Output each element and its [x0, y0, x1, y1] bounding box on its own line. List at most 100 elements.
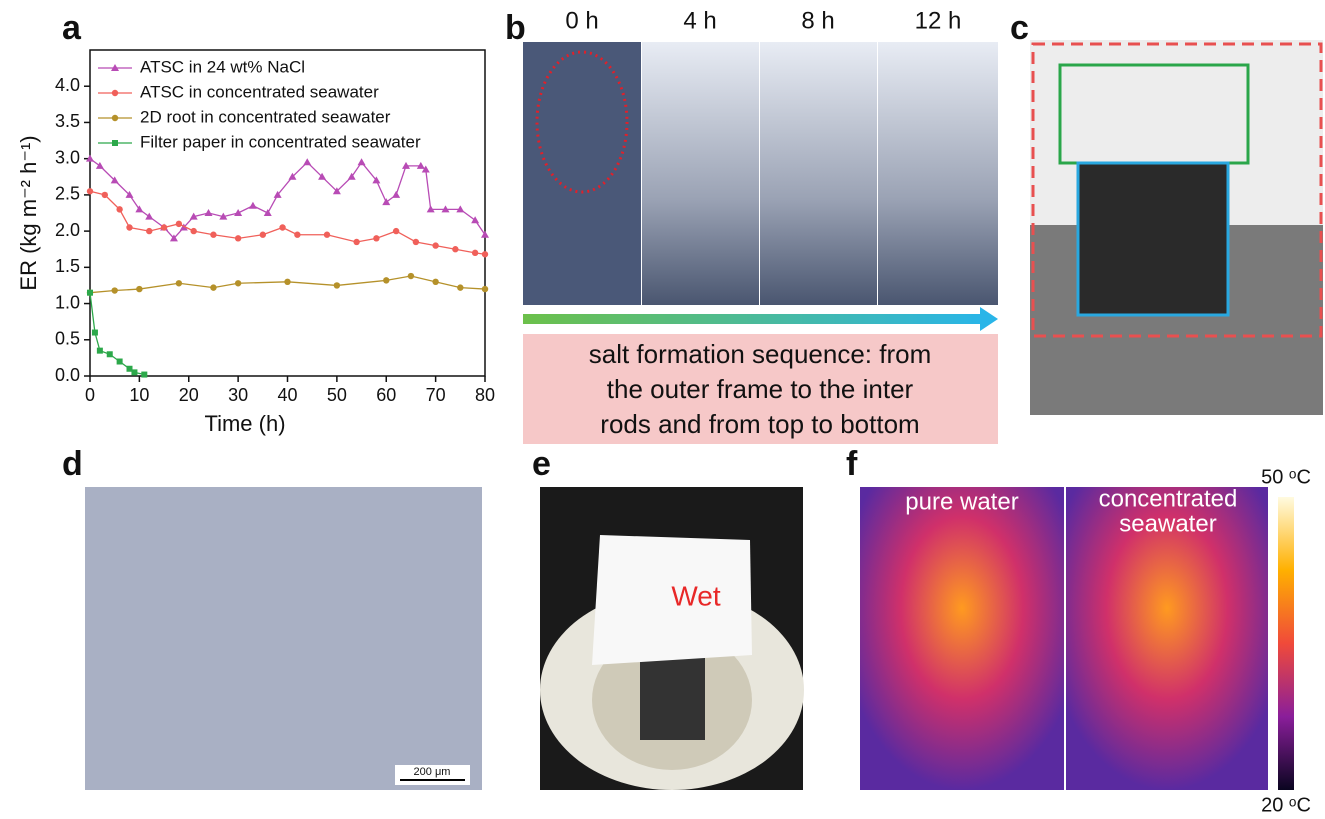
marker [102, 192, 108, 198]
panel-c [1030, 40, 1323, 415]
marker [126, 224, 132, 230]
marker [353, 239, 359, 245]
y-tick-label: 0.0 [55, 365, 80, 385]
legend-label: Filter paper in concentrated seawater [140, 132, 421, 151]
x-tick-label: 50 [327, 385, 347, 405]
caption: rods and from top to bottom [600, 409, 919, 439]
panel-b: 0 h 4 h 8 h 12 h salt formation sequence… [523, 7, 998, 444]
legend-label: ATSC in concentrated seawater [140, 82, 379, 101]
legend-label: ATSC in 24 wt% NaCl [140, 57, 305, 76]
photo [760, 42, 877, 305]
y-tick-label: 3.5 [55, 111, 80, 131]
x-tick-label: 30 [228, 385, 248, 405]
marker [324, 232, 330, 238]
marker [303, 158, 311, 165]
arrow-head [980, 307, 998, 331]
figure: a b c d e f Time (h) ER (kg m⁻² h⁻¹) 0 h… [0, 0, 1325, 819]
marker [87, 290, 93, 296]
marker [235, 235, 241, 241]
image-label: pure water [905, 488, 1018, 515]
y-axis-label: ER (kg m⁻² h⁻¹) [16, 135, 41, 290]
marker [294, 232, 300, 238]
marker [348, 173, 356, 180]
colorbar-min: 20 ᵒC [1261, 794, 1311, 816]
panel-e: Wet [540, 487, 804, 790]
marker [176, 280, 182, 286]
legend-label: 2D root in concentrated seawater [140, 107, 391, 126]
panel-label: d [62, 445, 83, 483]
marker [116, 206, 122, 212]
marker [358, 158, 366, 165]
marker [249, 202, 257, 209]
photo [523, 42, 641, 305]
y-tick-label: 1.0 [55, 292, 80, 312]
paper-label: Wet [671, 580, 720, 611]
box [1078, 163, 1228, 315]
marker [97, 348, 103, 354]
x-axis-label: Time (h) [204, 411, 285, 436]
marker [210, 232, 216, 238]
caption: salt formation sequence: from [589, 339, 932, 369]
y-tick-label: 3.0 [55, 147, 80, 167]
panel-label: e [532, 445, 551, 483]
scale-bar-label: 200 μm [414, 766, 451, 778]
marker [117, 359, 123, 365]
marker [279, 224, 285, 230]
x-tick-label: 60 [376, 385, 396, 405]
image-label: concentrated [1099, 485, 1238, 512]
y-tick-label: 0.5 [55, 329, 80, 349]
image-label: seawater [1119, 510, 1216, 537]
marker [457, 284, 463, 290]
marker [96, 162, 104, 169]
marker [382, 198, 390, 205]
marker [146, 228, 152, 234]
series-line [90, 191, 485, 254]
marker [452, 246, 458, 252]
y-tick-label: 4.0 [55, 75, 80, 95]
marker [284, 279, 290, 285]
marker [107, 351, 113, 357]
marker [136, 286, 142, 292]
marker [482, 251, 488, 257]
x-tick-label: 0 [85, 385, 95, 405]
marker [92, 330, 98, 336]
marker [432, 279, 438, 285]
marker [482, 286, 488, 292]
y-tick-label: 1.5 [55, 256, 80, 276]
marker [141, 372, 147, 378]
panel-label: a [62, 9, 82, 47]
marker [408, 273, 414, 279]
colorbar-max: 50 ᵒC [1261, 466, 1311, 488]
marker [432, 242, 438, 248]
photo [85, 487, 482, 790]
marker [87, 188, 93, 194]
marker [471, 216, 479, 223]
panel-f: pure water concentrated seawater 50 ᵒC 2… [860, 466, 1311, 816]
legend-marker [112, 140, 118, 146]
marker [135, 205, 143, 212]
marker [413, 239, 419, 245]
time-label: 0 h [565, 7, 598, 34]
photo [878, 42, 998, 305]
arrow [523, 314, 983, 324]
marker [392, 191, 400, 198]
time-label: 12 h [915, 7, 962, 34]
thermal-image [860, 487, 1064, 790]
marker [481, 231, 489, 238]
marker [234, 209, 242, 216]
marker [131, 369, 137, 375]
time-label: 4 h [683, 7, 716, 34]
marker [393, 228, 399, 234]
marker [176, 221, 182, 227]
x-tick-label: 10 [129, 385, 149, 405]
marker [472, 250, 478, 256]
x-tick-label: 20 [179, 385, 199, 405]
x-tick-label: 70 [426, 385, 446, 405]
marker [260, 232, 266, 238]
colorbar [1278, 497, 1294, 790]
marker [161, 224, 167, 230]
marker [373, 235, 379, 241]
y-tick-label: 2.0 [55, 220, 80, 240]
marker [205, 209, 213, 216]
marker [264, 209, 272, 216]
